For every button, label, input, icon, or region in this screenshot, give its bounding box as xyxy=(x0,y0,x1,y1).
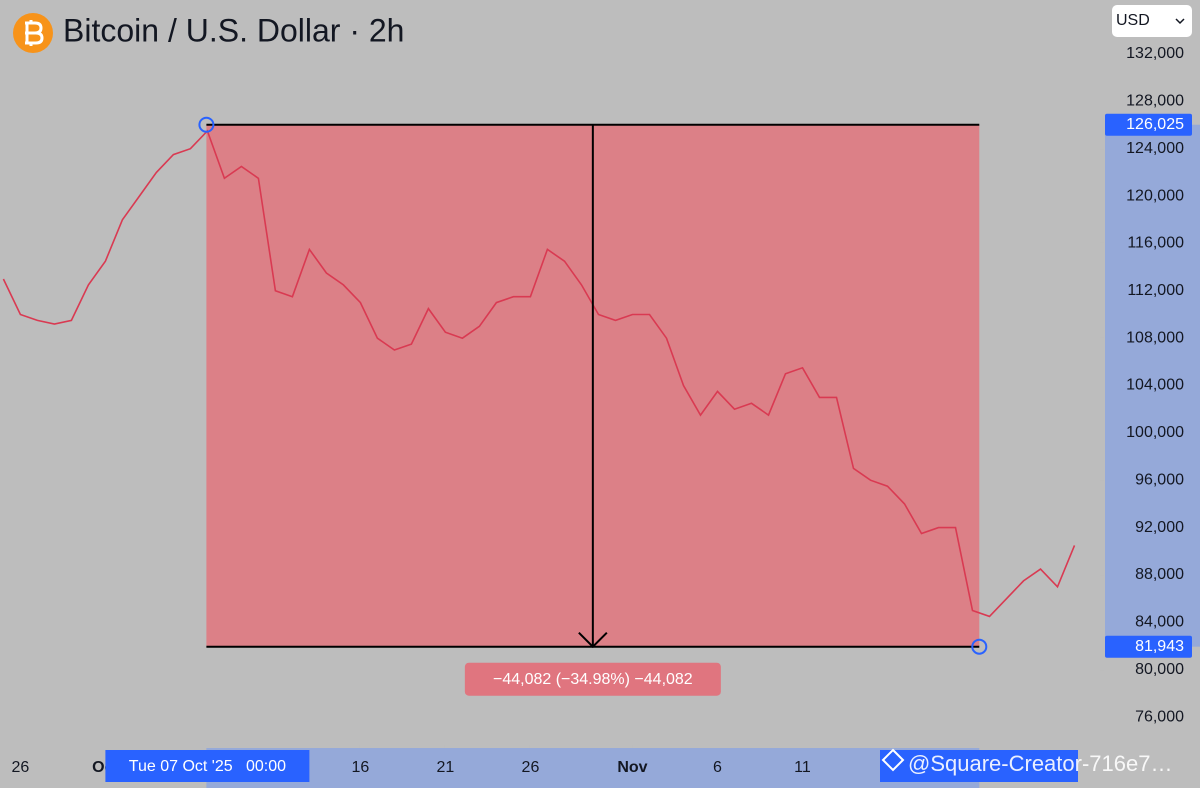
y-tick-label: 88,000 xyxy=(1135,566,1184,583)
measure-end-point xyxy=(971,638,988,655)
y-tick-label: 104,000 xyxy=(1126,377,1184,394)
y-tick-label: 132,000 xyxy=(1126,45,1184,62)
date-label-box xyxy=(105,750,310,782)
measure-label: −44,082 (−34.98%) −44,082 xyxy=(493,671,693,688)
end-date-box xyxy=(880,750,1078,782)
price-label-box xyxy=(1105,635,1192,658)
y-tick-label: 96,000 xyxy=(1135,471,1184,488)
x-tick-label: 16 xyxy=(352,759,370,776)
price-label: 126,025 xyxy=(1126,116,1184,133)
x-axis-range xyxy=(206,748,980,788)
y-tick-label: 84,000 xyxy=(1135,614,1184,631)
x-tick-label: 11 xyxy=(794,759,811,776)
watermark-icon xyxy=(881,748,905,772)
measure-start-point xyxy=(198,116,215,133)
coin-symbol xyxy=(25,20,44,46)
y-tick-label: 100,000 xyxy=(1126,424,1184,441)
y-tick-label: 120,000 xyxy=(1126,187,1184,204)
measure-label-box xyxy=(464,662,721,696)
x-tick-label: Nov xyxy=(617,759,647,776)
y-tick-label: 108,000 xyxy=(1126,329,1184,346)
y-tick-label: 116,000 xyxy=(1127,235,1184,252)
y-tick-label: 112,000 xyxy=(1127,282,1184,299)
date-label: Tue 07 Oct '25 00:00 xyxy=(129,758,286,775)
x-tick-label: 26 xyxy=(522,759,540,776)
y-tick-label: 80,000 xyxy=(1135,661,1184,678)
y-tick-label: 124,000 xyxy=(1126,140,1184,157)
price-label-box xyxy=(1105,113,1192,136)
dropdown-chevron[interactable] xyxy=(1175,18,1185,25)
price-line xyxy=(2,129,1076,618)
chart-title: Bitcoin / U.S. Dollar · 2h xyxy=(63,12,404,48)
y-tick-label: 128,000 xyxy=(1126,93,1184,110)
y-tick-label: 92,000 xyxy=(1135,519,1184,536)
x-tick-label: 6 xyxy=(713,759,722,776)
watermark: @Square-Creator-716e7… xyxy=(908,751,1172,776)
arrow-head xyxy=(578,631,608,649)
price-label: 81,943 xyxy=(1135,638,1184,655)
x-tick-label: 21 xyxy=(437,759,455,776)
y-axis-range xyxy=(1105,124,1200,647)
plot-area: 76,000 80,000 84,000 88,000 92,000 96,000 100,… xyxy=(2,45,1200,788)
currency-label[interactable]: USD xyxy=(1116,12,1150,29)
currency-button[interactable] xyxy=(1112,5,1192,37)
x-tick-label: 26 xyxy=(12,759,30,776)
y-tick-label: 76,000 xyxy=(1135,708,1184,725)
